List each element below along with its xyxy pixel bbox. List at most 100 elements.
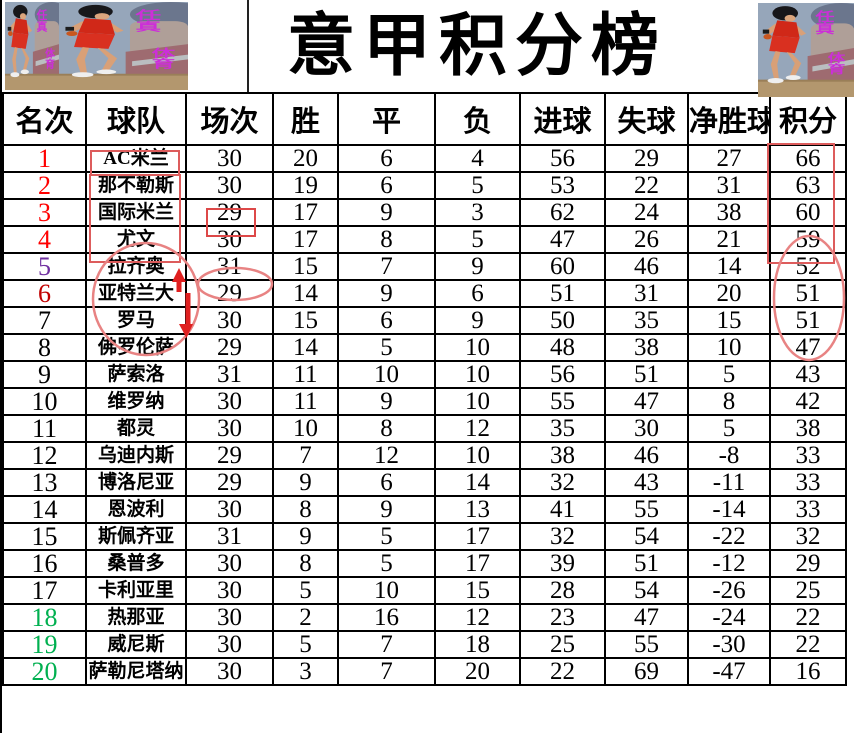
stat-cell: 38 — [769, 414, 847, 443]
stat-cell: 43 — [604, 468, 689, 497]
stat-cell: 60 — [519, 252, 606, 281]
stat-cell: -26 — [687, 576, 771, 605]
stat-cell: 50 — [519, 306, 606, 335]
stat-cell: 16 — [769, 657, 847, 686]
team-cell: 桑普多 — [85, 549, 187, 578]
table-row: 3 国际米兰 29 17 9 3 62 24 38 60 — [2, 198, 847, 227]
rank-cell: 2 — [2, 171, 87, 200]
rank-cell: 14 — [2, 495, 87, 524]
stat-cell: 38 — [687, 198, 771, 227]
stat-cell: 5 — [687, 414, 771, 443]
stat-cell: 29 — [769, 549, 847, 578]
stat-cell: 32 — [519, 522, 606, 551]
team-cell: 乌迪内斯 — [85, 441, 187, 470]
stat-cell: 9 — [337, 387, 436, 416]
stat-cell: 25 — [769, 576, 847, 605]
stat-cell: 6 — [337, 468, 436, 497]
stat-cell: 8 — [272, 495, 339, 524]
stat-cell: 33 — [769, 468, 847, 497]
stat-cell: 8 — [687, 387, 771, 416]
table-row: 10 维罗纳 30 11 9 10 55 47 8 42 — [2, 387, 847, 416]
stat-cell: 51 — [604, 549, 689, 578]
stat-cell: 22 — [769, 603, 847, 632]
column-header-5: 负 — [434, 92, 521, 146]
team-cell: 亚特兰大 — [85, 279, 187, 308]
stat-cell: -24 — [687, 603, 771, 632]
stat-cell: 9 — [337, 279, 436, 308]
stat-cell: 8 — [337, 225, 436, 254]
stat-cell: 53 — [519, 171, 606, 200]
stat-cell: 69 — [604, 657, 689, 686]
stat-cell: 11 — [272, 360, 339, 389]
stat-cell: 31 — [687, 171, 771, 200]
stat-cell: 5 — [272, 630, 339, 659]
rank-cell: 18 — [2, 603, 87, 632]
stat-cell: 30 — [185, 603, 274, 632]
table-row: 11 都灵 30 10 8 12 35 30 5 38 — [2, 414, 847, 443]
stat-cell: 43 — [769, 360, 847, 389]
stat-cell: 66 — [769, 144, 847, 173]
stat-cell: 5 — [337, 549, 436, 578]
team-cell: 卡利亚里 — [85, 576, 187, 605]
stat-cell: 62 — [519, 198, 606, 227]
stat-cell: 5 — [272, 576, 339, 605]
stat-cell: 15 — [687, 306, 771, 335]
team-cell: 都灵 — [85, 414, 187, 443]
stat-cell: 5 — [337, 522, 436, 551]
rank-cell: 9 — [2, 360, 87, 389]
stat-cell: 3 — [434, 198, 521, 227]
stat-cell: 14 — [687, 252, 771, 281]
stat-cell: 33 — [769, 495, 847, 524]
stat-cell: 17 — [434, 549, 521, 578]
rank-cell: 4 — [2, 225, 87, 254]
stat-cell: 38 — [604, 333, 689, 362]
stat-cell: 56 — [519, 144, 606, 173]
table-row: 13 博洛尼亚 29 9 6 14 32 43 -11 33 — [2, 468, 847, 497]
stat-cell: 32 — [519, 468, 606, 497]
table-row: 2 那不勒斯 30 19 6 5 53 22 31 63 — [2, 171, 847, 200]
stat-cell: 19 — [272, 171, 339, 200]
stat-cell: 9 — [337, 495, 436, 524]
table-row: 9 萨索洛 31 11 10 10 56 51 5 43 — [2, 360, 847, 389]
stat-cell: 20 — [272, 144, 339, 173]
stat-cell: 35 — [519, 414, 606, 443]
stat-cell: 25 — [519, 630, 606, 659]
column-header-6: 进球 — [519, 92, 606, 146]
stat-cell: 9 — [272, 468, 339, 497]
stat-cell: 6 — [337, 171, 436, 200]
stat-cell: 8 — [272, 549, 339, 578]
stat-cell: 48 — [519, 333, 606, 362]
stat-cell: 9 — [434, 306, 521, 335]
team-cell: 恩波利 — [85, 495, 187, 524]
stat-cell: 56 — [519, 360, 606, 389]
team-cell: 拉齐奥 — [85, 252, 187, 281]
stat-cell: 17 — [434, 522, 521, 551]
stat-cell: 6 — [434, 279, 521, 308]
stat-cell: 30 — [185, 495, 274, 524]
stat-cell: 47 — [519, 225, 606, 254]
stat-cell: 30 — [185, 306, 274, 335]
stat-cell: 31 — [604, 279, 689, 308]
stat-cell: 41 — [519, 495, 606, 524]
stat-cell: 16 — [337, 603, 436, 632]
rank-cell: 16 — [2, 549, 87, 578]
stat-cell: 47 — [604, 603, 689, 632]
stat-cell: 31 — [185, 360, 274, 389]
table-row: 7 罗马 30 15 6 9 50 35 15 51 — [2, 306, 847, 335]
table-header-row: 名次 球队 场次胜平负进球 失球 净胜球 积分 — [2, 92, 847, 146]
table-row: 17 卡利亚里 30 5 10 15 28 54 -26 25 — [2, 576, 847, 605]
stat-cell: 18 — [434, 630, 521, 659]
column-header-8: 净胜球 — [687, 92, 771, 146]
stat-cell: -12 — [687, 549, 771, 578]
stat-cell: 10 — [434, 360, 521, 389]
stat-cell: 15 — [272, 306, 339, 335]
stat-cell: -14 — [687, 495, 771, 524]
stat-cell: 29 — [185, 279, 274, 308]
stat-cell: 10 — [272, 414, 339, 443]
stat-cell: 54 — [604, 576, 689, 605]
stat-cell: 13 — [434, 495, 521, 524]
stat-cell: 51 — [769, 306, 847, 335]
stat-cell: 30 — [185, 576, 274, 605]
rank-cell: 11 — [2, 414, 87, 443]
stat-cell: 14 — [434, 468, 521, 497]
